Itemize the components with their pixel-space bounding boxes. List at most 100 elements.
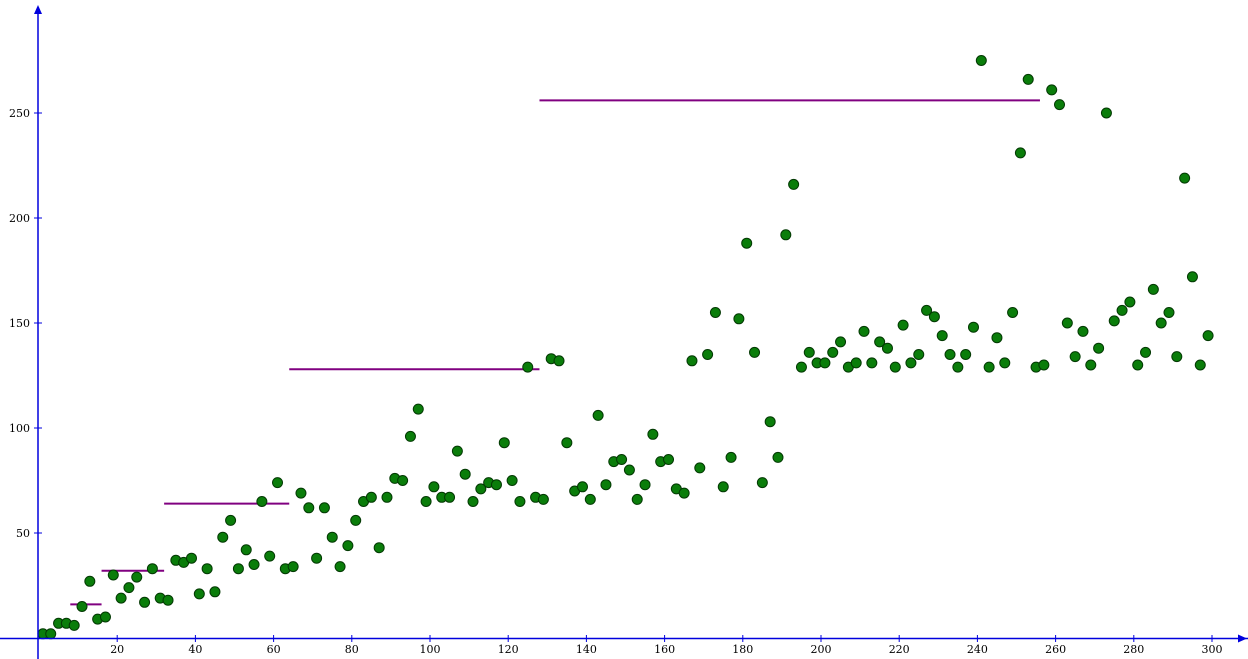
- data-point: [326, 531, 338, 543]
- y-tick-label: 100: [9, 422, 30, 435]
- y-tick-label: 50: [16, 527, 30, 540]
- data-point: [123, 582, 135, 594]
- x-tick-label: 80: [345, 643, 359, 656]
- data-point: [741, 237, 753, 249]
- data-point: [1155, 317, 1167, 329]
- data-point: [45, 628, 57, 640]
- data-point: [936, 330, 948, 342]
- data-point: [663, 454, 675, 465]
- x-tick-label: 100: [420, 643, 441, 656]
- data-point: [365, 491, 377, 503]
- data-point: [412, 403, 424, 415]
- data-point: [780, 229, 792, 241]
- data-point: [733, 313, 745, 325]
- data-point: [803, 346, 815, 358]
- data-point: [960, 349, 972, 360]
- x-tick-label: 120: [498, 643, 519, 656]
- data-point: [819, 357, 831, 369]
- data-point: [76, 601, 88, 612]
- data-point: [749, 346, 761, 358]
- data-point: [201, 563, 213, 575]
- x-tick-label: 280: [1123, 643, 1144, 656]
- data-point: [725, 451, 737, 463]
- data-point: [1046, 84, 1058, 96]
- x-tick-label: 160: [654, 643, 675, 656]
- data-point: [881, 342, 893, 354]
- data-point: [1186, 271, 1198, 283]
- data-point: [921, 304, 933, 316]
- data-point: [1116, 304, 1128, 316]
- data-point: [576, 481, 588, 493]
- data-point: [475, 483, 487, 495]
- data-point: [139, 596, 151, 608]
- data-point: [772, 451, 784, 463]
- data-point: [835, 336, 847, 348]
- data-point: [678, 487, 690, 499]
- data-point: [1007, 307, 1019, 318]
- x-tick-label: 240: [967, 643, 988, 656]
- data-point: [428, 481, 440, 493]
- data-point: [686, 355, 698, 367]
- data-point: [1163, 307, 1175, 318]
- data-point: [99, 611, 111, 623]
- y-tick-label: 150: [9, 317, 30, 330]
- data-point: [592, 409, 604, 421]
- data-point: [694, 462, 706, 474]
- data-point: [795, 361, 807, 373]
- data-point: [858, 325, 870, 337]
- data-point: [256, 496, 268, 507]
- data-point: [1061, 317, 1073, 329]
- data-point: [514, 496, 526, 507]
- data-point: [874, 336, 886, 348]
- data-point: [944, 349, 956, 360]
- x-tick-label: 180: [732, 643, 753, 656]
- data-point: [850, 357, 862, 369]
- points-layer: [37, 55, 1214, 640]
- data-point: [561, 437, 573, 449]
- data-point: [623, 464, 635, 476]
- data-point: [1108, 315, 1120, 327]
- data-point: [240, 544, 252, 556]
- data-point: [702, 349, 714, 360]
- data-point: [913, 349, 925, 360]
- data-point: [788, 178, 800, 190]
- data-point: [537, 493, 549, 505]
- data-point: [1171, 351, 1183, 363]
- data-point: [232, 563, 244, 575]
- data-point: [107, 569, 119, 581]
- data-point: [639, 479, 651, 491]
- data-point: [84, 575, 96, 587]
- data-point: [647, 428, 659, 440]
- data-point: [522, 361, 534, 373]
- data-point: [584, 493, 596, 505]
- data-point: [420, 496, 432, 507]
- data-point: [717, 481, 729, 493]
- data-point: [1022, 73, 1034, 85]
- x-tick-label: 300: [1202, 643, 1223, 656]
- y-tick-label: 200: [9, 212, 30, 225]
- x-tick-label: 200: [811, 643, 832, 656]
- data-point: [616, 454, 628, 465]
- data-point: [1140, 346, 1152, 358]
- data-point: [952, 361, 964, 373]
- data-point: [264, 550, 276, 562]
- data-point: [506, 475, 518, 486]
- x-axis-arrow: [1238, 634, 1247, 643]
- data-point: [209, 586, 221, 598]
- data-point: [303, 502, 315, 514]
- data-point: [1132, 359, 1144, 371]
- data-point: [631, 493, 643, 505]
- data-point: [709, 307, 721, 318]
- data-point: [1093, 342, 1105, 354]
- data-point: [373, 542, 385, 554]
- data-point: [311, 552, 323, 564]
- x-tick-label: 40: [188, 643, 202, 656]
- data-point: [444, 491, 456, 503]
- data-point: [1124, 296, 1136, 308]
- data-point: [1077, 325, 1089, 337]
- data-point: [827, 346, 839, 358]
- data-point: [999, 357, 1011, 369]
- data-point: [318, 502, 330, 514]
- data-point: [146, 563, 158, 575]
